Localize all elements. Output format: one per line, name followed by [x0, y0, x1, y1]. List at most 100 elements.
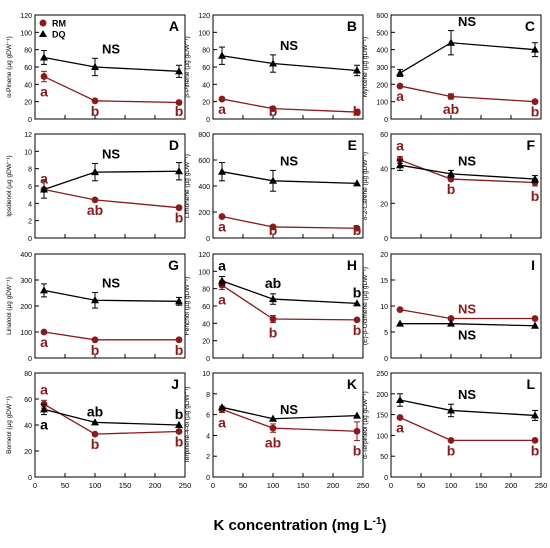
y-tick-label: 400 — [376, 48, 388, 55]
data-point-dq — [269, 414, 277, 422]
data-point-dq — [91, 296, 99, 304]
y-tick-label: 20 — [380, 252, 388, 259]
y-tick-label: 100 — [198, 30, 210, 37]
x-axis-title: K concentration (mg L-1) — [213, 516, 386, 534]
significance-label: b — [353, 284, 362, 300]
y-tick-label: 40 — [380, 167, 388, 174]
data-point-dq — [40, 185, 48, 193]
data-point-dq — [353, 299, 361, 307]
data-point-dq — [396, 319, 404, 327]
panel-letter: I — [531, 257, 535, 273]
x-axis-title-tail: ) — [382, 517, 387, 534]
y-tick-label: 20 — [24, 449, 32, 456]
significance-label: ab — [87, 403, 103, 419]
significance-label: a — [396, 88, 404, 104]
y-tick-label: 60 — [24, 397, 32, 404]
data-point-rm — [531, 98, 539, 106]
panel-letter: H — [347, 257, 357, 273]
series-line-rm — [43, 331, 179, 341]
data-point-dq — [40, 286, 48, 294]
y-tick-label: 200 — [376, 392, 388, 399]
data-point-rm — [269, 105, 277, 112]
y-axis-label: Fenchol (µg gDW⁻¹) — [184, 277, 191, 335]
y-tick-label: 0 — [384, 236, 388, 243]
significance-label: NS — [280, 38, 298, 53]
y-tick-label: 300 — [376, 65, 388, 72]
significance-label: a — [218, 101, 226, 117]
panel-letter: K — [347, 376, 357, 392]
significance-label: a — [40, 170, 48, 186]
significance-label: b — [269, 103, 278, 119]
data-point-dq — [175, 420, 183, 428]
data-point-dq — [396, 68, 404, 77]
y-tick-label: 600 — [198, 158, 210, 165]
panel-letter: F — [526, 137, 535, 153]
data-point-dq — [218, 167, 226, 175]
panel-letter: G — [168, 257, 179, 273]
data-point-rm — [396, 306, 404, 314]
data-point-dq — [218, 276, 226, 284]
data-point-dq — [447, 406, 455, 414]
y-tick-label: 5 — [384, 330, 388, 337]
data-point-rm — [269, 315, 277, 323]
data-point-rm — [269, 424, 277, 432]
data-point-rm — [396, 82, 404, 90]
data-point-dq — [269, 294, 277, 303]
significance-label: b — [531, 104, 540, 120]
series-line-rm — [399, 416, 535, 442]
y-axis-label: Limonene (µg gDW⁻¹) — [184, 154, 191, 218]
y-tick-label: 400 — [20, 252, 32, 259]
y-tick-label: 0 — [384, 117, 388, 124]
data-point-dq — [353, 66, 361, 74]
data-point-rm — [175, 204, 183, 212]
series-line-rm — [221, 98, 358, 113]
y-tick-label: 12 — [24, 132, 32, 139]
data-point-dq — [218, 403, 226, 411]
significance-label: a — [218, 292, 226, 308]
data-point-rm — [40, 73, 48, 80]
x-tick-label: 50 — [239, 481, 247, 490]
y-tick-label: 200 — [20, 304, 32, 311]
plot-frame — [390, 133, 542, 239]
data-point-rm — [91, 97, 99, 105]
x-tick-label: 50 — [417, 481, 425, 490]
plot-frame — [212, 133, 364, 239]
series-line-dq — [43, 170, 180, 191]
y-tick-label: 120 — [198, 13, 210, 20]
y-tick-label: 800 — [198, 132, 210, 139]
y-tick-label: 20 — [202, 339, 210, 346]
x-tick-label: 0 — [33, 481, 37, 490]
y-tick-label: 80 — [24, 48, 32, 55]
y-tick-label: 100 — [20, 30, 32, 37]
y-tick-label: 150 — [376, 413, 388, 420]
significance-label: b — [175, 434, 184, 450]
series-line-rm — [43, 403, 180, 435]
y-tick-label: 120 — [198, 252, 210, 259]
panel-letter: D — [169, 137, 179, 153]
plot-frame — [212, 372, 364, 478]
panel-I: 0 5 10 15 20 (E)-β-Ocimene (µg gDW⁻¹) I NS NS — [362, 252, 542, 363]
data-point-dq — [175, 297, 183, 305]
data-point-rm — [353, 224, 361, 232]
x-tick-label: 100 — [445, 481, 458, 490]
data-point-dq — [531, 174, 539, 183]
plot-frame — [212, 253, 364, 359]
series-line-dq — [43, 56, 180, 72]
significance-label: b — [353, 443, 362, 459]
data-point-dq — [531, 411, 539, 419]
y-tick-label: 0 — [28, 475, 32, 482]
y-tick-label: 40 — [202, 82, 210, 89]
y-axis-label: α-Pinene (µg gDW⁻¹) — [6, 36, 13, 98]
x-tick-label: 150 — [119, 481, 132, 490]
y-tick-label: 0 — [206, 356, 210, 363]
significance-label: NS — [280, 153, 298, 168]
y-axis-label: β-Pinene (µg gDW⁻¹) — [184, 36, 191, 97]
y-tick-label: 15 — [380, 278, 388, 285]
data-point-dq — [40, 53, 48, 61]
significance-label: NS — [102, 275, 120, 290]
data-point-rm — [175, 99, 183, 106]
data-point-dq — [175, 67, 183, 75]
y-tick-label: 2 — [28, 219, 32, 226]
data-point-rm — [353, 108, 361, 116]
data-point-dq — [40, 405, 48, 413]
